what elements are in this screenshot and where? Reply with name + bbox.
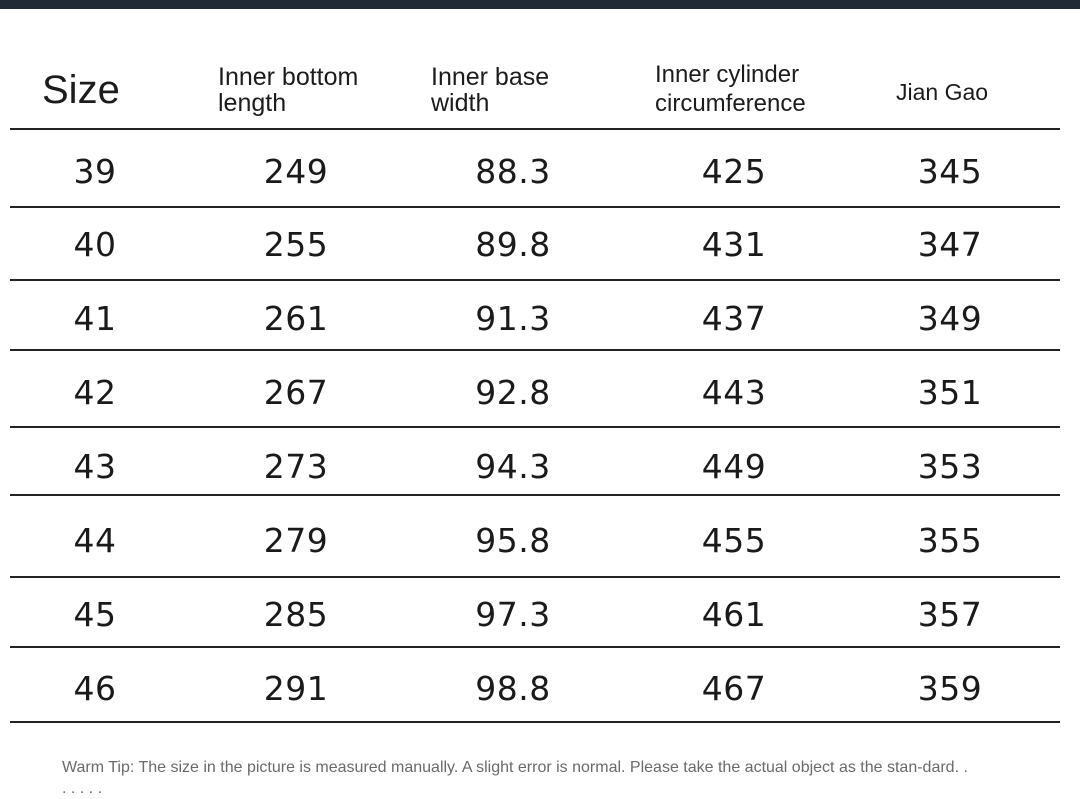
table-cell: 41 bbox=[73, 299, 117, 338]
row-rule bbox=[10, 646, 1060, 648]
table-row: 43 273 94.3 449 353 bbox=[0, 447, 1080, 487]
table-cell: 455 bbox=[701, 521, 767, 560]
table-cell: 357 bbox=[917, 595, 983, 634]
table-cell: 353 bbox=[917, 447, 983, 486]
table-cell: 46 bbox=[73, 669, 117, 708]
table-cell: 97.3 bbox=[475, 595, 551, 634]
table-row: 42 267 92.8 443 351 bbox=[0, 373, 1080, 413]
table-cell: 39 bbox=[73, 152, 117, 191]
table-cell: 355 bbox=[917, 521, 983, 560]
table-cell: 351 bbox=[917, 373, 983, 412]
table-cell: 45 bbox=[73, 595, 117, 634]
table-cell: 40 bbox=[73, 225, 117, 264]
row-rule bbox=[10, 494, 1060, 496]
table-cell: 89.8 bbox=[475, 225, 551, 264]
table-cell: 95.8 bbox=[475, 521, 551, 560]
table-row: 46 291 98.8 467 359 bbox=[0, 669, 1080, 709]
table-cell: 437 bbox=[701, 299, 767, 338]
table-row: 40 255 89.8 431 347 bbox=[0, 225, 1080, 265]
row-rule bbox=[10, 206, 1060, 208]
row-rule bbox=[10, 721, 1060, 723]
table-cell: 92.8 bbox=[475, 373, 551, 412]
table-cell: 345 bbox=[917, 152, 983, 191]
table-cell: 88.3 bbox=[475, 152, 551, 191]
header-inner-cylinder-circumference: Inner cylinder circumference bbox=[655, 61, 806, 117]
warm-tip-note: Warm Tip: The size in the picture is mea… bbox=[62, 759, 968, 797]
row-rule bbox=[10, 349, 1060, 351]
header-inner-bottom-length: Inner bottom length bbox=[218, 63, 359, 117]
table-row: 39 249 88.3 425 345 bbox=[0, 152, 1080, 192]
table-cell: 91.3 bbox=[475, 299, 551, 338]
table-cell: 279 bbox=[263, 521, 329, 560]
top-border-bar bbox=[0, 0, 1080, 9]
table-cell: 94.3 bbox=[475, 447, 551, 486]
table-cell: 349 bbox=[917, 299, 983, 338]
row-rule bbox=[10, 426, 1060, 428]
table-cell: 443 bbox=[701, 373, 767, 412]
table-cell: 347 bbox=[917, 225, 983, 264]
table-cell: 44 bbox=[73, 521, 117, 560]
table-cell: 425 bbox=[701, 152, 767, 191]
table-row: 45 285 97.3 461 357 bbox=[0, 595, 1080, 635]
table-cell: 273 bbox=[263, 447, 329, 486]
table-cell: 261 bbox=[263, 299, 329, 338]
table-cell: 267 bbox=[263, 373, 329, 412]
table-row: 44 279 95.8 455 355 bbox=[0, 521, 1080, 561]
table-cell: 255 bbox=[263, 225, 329, 264]
table-cell: 42 bbox=[73, 373, 117, 412]
header-size: Size bbox=[42, 68, 120, 112]
table-cell: 43 bbox=[73, 447, 117, 486]
header-rule bbox=[10, 128, 1060, 130]
row-rule bbox=[10, 279, 1060, 281]
table-cell: 431 bbox=[701, 225, 767, 264]
table-cell: 359 bbox=[917, 669, 983, 708]
table-row: 41 261 91.3 437 349 bbox=[0, 299, 1080, 339]
row-rule bbox=[10, 576, 1060, 578]
table-cell: 449 bbox=[701, 447, 767, 486]
table-cell: 98.8 bbox=[475, 669, 551, 708]
table-cell: 467 bbox=[701, 669, 767, 708]
table-cell: 461 bbox=[701, 595, 767, 634]
table-cell: 285 bbox=[263, 595, 329, 634]
header-inner-base-width: Inner base width bbox=[431, 63, 550, 117]
table-cell: 249 bbox=[263, 152, 329, 191]
table-cell: 291 bbox=[263, 669, 329, 708]
header-jian-gao: Jian Gao bbox=[896, 79, 989, 105]
